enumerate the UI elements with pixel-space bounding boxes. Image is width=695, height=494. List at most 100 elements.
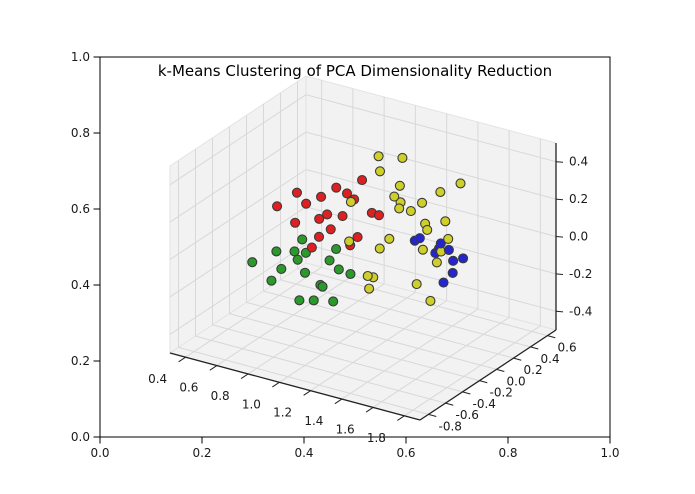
x3d-tick-mark [272,381,280,388]
x3d-tick-label: 1.0 [242,397,261,411]
scatter-point-cluster-red [291,187,302,198]
scatter-point-cluster-yellow [362,270,373,282]
grid-line-y-floor [195,335,446,404]
y3d-tick-mark [496,368,505,372]
scatter-point-cluster-green [331,243,342,255]
y3d-tick-label: -0.2 [490,386,513,400]
grid-line-z-leftwall [169,169,307,260]
y-axis-line-3d [419,329,557,421]
x3d-tick-label: 1.6 [336,422,355,436]
scatter-point-cluster-green [308,295,319,306]
x3d-tick-mark [240,373,249,379]
outer-x-tick-label: 0.8 [498,446,517,460]
z3d-tick-label: 0.2 [569,192,588,206]
scatter-point-cluster-red [331,182,342,193]
outer-x-tick-label: 0.4 [294,446,313,460]
grid-line-x-floor [341,308,479,400]
scatter-point-cluster-yellow [443,233,454,244]
x3d-tick-label: 0.8 [211,389,230,403]
y3d-tick-mark [513,357,522,361]
outer-y-tick-label: 1.0 [71,50,90,64]
z3d-tick-mark [555,161,564,163]
scatter-point-cluster-green [333,264,344,275]
scatter-point-cluster-red [322,209,333,220]
scatter-point-cluster-blue [414,233,425,244]
outer-y-tick-label: 0.6 [71,202,90,216]
z3d-tick-label: 0.4 [569,155,588,169]
scatter-point-cluster-green [247,257,258,268]
x3d-tick-mark [365,407,374,413]
scatter-point-cluster-yellow [425,295,436,307]
grid-line-y-floor [178,346,429,415]
scatter-point-cluster-red [341,188,353,199]
scatter-point-cluster-green [276,263,287,274]
grid-line-z-leftwall [169,243,307,335]
scatter-point-cluster-blue [435,238,446,249]
scatter-point-cluster-green [317,281,328,292]
x3d-tick-label: 1.2 [273,406,292,420]
scatter-point-cluster-yellow [394,180,405,191]
grid-line-x-floor [279,291,416,383]
scatter-point-cluster-yellow [411,279,422,290]
y3d-tick-mark [428,413,437,417]
scatter-point-cluster-red [314,213,325,224]
scatter-point-cluster-green [297,234,308,245]
x3d-tick-mark [209,365,218,371]
grid-line-y-floor [297,268,548,337]
y3d-tick-label: 0.4 [541,352,560,366]
scatter-point-cluster-yellow [345,196,356,208]
z3d-tick-mark [555,310,564,313]
scatter-point-cluster-yellow [374,166,386,177]
scatter-point-cluster-yellow [389,191,400,202]
chart-title: k-Means Clustering of PCA Dimensionality… [157,62,553,80]
scatter-point-cluster-green [328,296,339,307]
scatter-point-cluster-red [301,198,312,209]
y3d-tick-mark [479,380,488,384]
grid-line-z-backwall [305,131,557,200]
scatter-point-cluster-green [345,268,356,280]
grid-line-z-backwall [305,94,557,163]
scatter-point-cluster-yellow [397,152,408,163]
grid-line-z-leftwall [169,94,307,186]
outer-x-tick-label: 0.6 [396,446,415,460]
y3d-tick-label: 0.6 [558,341,577,355]
outer-y-tick-label: 0.2 [71,354,90,368]
scatter-point-cluster-yellow [394,203,405,214]
scatter-point-cluster-yellow [344,236,355,247]
scatter-point-cluster-red [272,201,283,212]
scatter-point-cluster-yellow [435,186,446,198]
scatter-point-cluster-yellow [440,216,451,227]
z3d-tick-label: -0.2 [569,267,592,281]
y3d-tick-label: -0.8 [439,419,462,433]
scatter-point-cluster-blue [443,244,454,255]
x-axis-line-3d [169,352,421,421]
grid-line-y-floor [229,313,480,382]
x3d-tick-mark [178,356,186,363]
scatter-point-cluster-red [306,242,317,253]
x3d-tick-mark [334,398,343,405]
grid-line-x-floor [404,325,541,417]
y3d-tick-label: -0.4 [473,397,496,411]
scatter-point-cluster-yellow [422,224,433,236]
scatter-point-cluster-red [313,231,325,242]
scatter-point-cluster-blue [448,255,459,266]
scatter-point-cluster-red [373,210,385,221]
grid-line-x-floor [310,300,447,392]
scatter-point-cluster-green [299,267,311,278]
x3d-tick-mark [397,415,405,421]
z3d-tick-mark [555,273,564,275]
outer-axes-frame [99,56,611,438]
y3d-tick-mark [462,391,471,395]
scatter-point-cluster-blue [458,253,469,264]
grid-line-z-backwall [305,169,557,237]
outer-x-tick-label: 0.2 [192,446,211,460]
outer-x-tick-label: 0.0 [90,446,109,460]
scatter-point-cluster-red [352,232,363,243]
grid-line-y-floor [212,324,463,393]
outer-y-tick-label: 0.0 [71,430,90,444]
x3d-tick-label: 0.4 [148,372,167,386]
x3d-tick-label: 0.6 [179,381,198,395]
z3d-tick-label: 0.0 [569,230,588,244]
scatter-point-cluster-yellow [374,243,385,254]
